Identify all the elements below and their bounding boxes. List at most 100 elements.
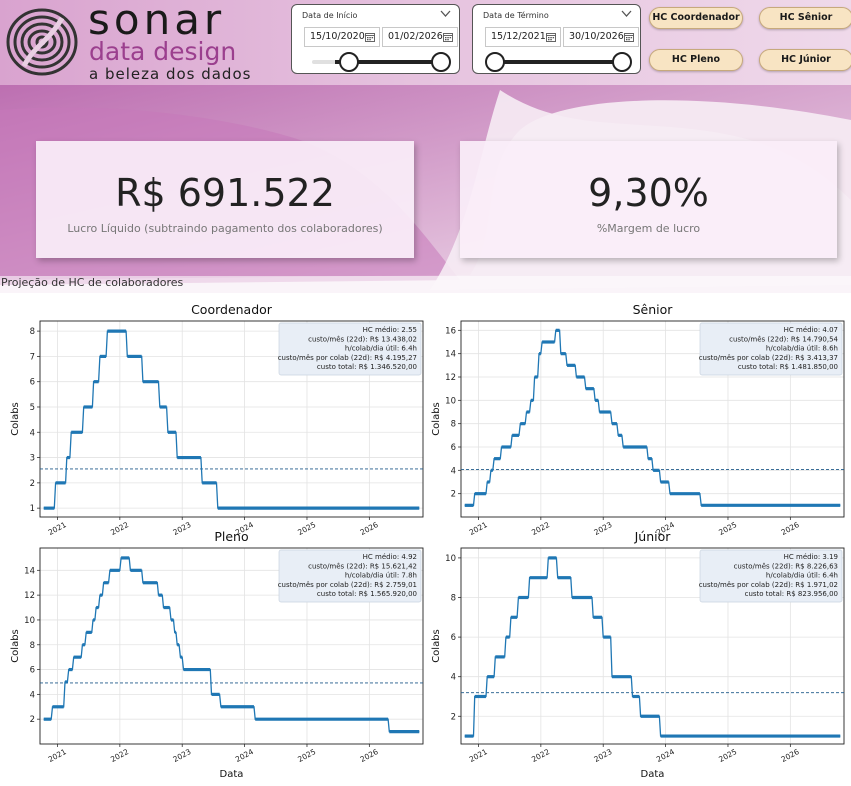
x-tick-label: 2023 — [171, 520, 192, 537]
y-tick-label: 6 — [30, 378, 35, 388]
stats-line: custo total: R$ 1.346.520,00 — [317, 363, 417, 371]
x-tick-label: 2021 — [468, 520, 489, 537]
stats-box — [699, 322, 843, 376]
plot-frame — [39, 547, 424, 745]
chart-title: Sênior — [633, 302, 674, 317]
logo-mark-icon — [6, 8, 78, 76]
date-range-slider-track[interactable] — [312, 60, 441, 64]
end-date-to-input[interactable]: 30/10/2026 — [563, 27, 639, 47]
y-tick-label: 16 — [445, 326, 456, 336]
x-tick-label: 2022 — [530, 747, 551, 764]
stats-line: custo total: R$ 1.481.850,00 — [738, 363, 838, 371]
stats-line: custo/mês (22d): R$ 8.226,63 — [734, 562, 838, 570]
x-tick-label: 2026 — [780, 520, 801, 537]
logo-brand-text: sonar — [88, 0, 226, 44]
stats-line: h/colab/dia útil: 7.8h — [345, 572, 417, 580]
chevron-down-icon[interactable] — [440, 10, 451, 18]
x-axis-label: Data — [220, 769, 244, 780]
calendar-icon[interactable] — [443, 32, 453, 42]
stats-line: HC médio: 3.19 — [784, 553, 838, 561]
start-date-to-input[interactable]: 01/02/2026 — [382, 27, 458, 47]
stats-line: custo/mês (22d): R$ 15.621,42 — [308, 562, 417, 570]
end-date-from-input[interactable]: 15/12/2021 — [485, 27, 561, 47]
x-tick-label: 2026 — [780, 747, 801, 764]
x-tick-label: 2023 — [592, 520, 613, 537]
kpi-label: Lucro Líquido (subtraindo pagamento dos … — [67, 222, 383, 235]
x-tick-label: 2023 — [592, 747, 613, 764]
start-date-from-input[interactable]: 15/10/2020 — [304, 27, 380, 47]
stats-line: custo/mês (22d): R$ 13.438,02 — [308, 335, 417, 343]
y-tick-label: 8 — [30, 641, 35, 651]
x-tick-label: 2026 — [359, 520, 380, 537]
x-tick-label: 2022 — [530, 520, 551, 537]
y-axis-label: Colabs — [431, 402, 442, 436]
chart-title: Pleno — [214, 529, 248, 544]
y-tick-label: 12 — [445, 373, 456, 383]
y-axis-label: Colabs — [10, 402, 21, 436]
date-value: 15/12/2021 — [491, 31, 546, 42]
calendar-icon[interactable] — [365, 32, 375, 42]
x-tick-label: 2025 — [296, 747, 317, 764]
y-axis-label: Colabs — [431, 629, 442, 663]
slider-start-handle[interactable] — [339, 52, 359, 72]
date-value: 01/02/2026 — [388, 31, 443, 42]
x-tick-label: 2022 — [109, 520, 130, 537]
x-tick-label: 2021 — [47, 520, 68, 537]
kpi-card-lucro: R$ 691.522 Lucro Líquido (subtraindo pag… — [36, 141, 414, 258]
series-line — [464, 329, 841, 506]
x-tick-label: 2026 — [359, 747, 380, 764]
slider-end-handle[interactable] — [612, 52, 632, 72]
stats-line: custo/mês por colab (22d): R$ 1.971,02 — [699, 581, 838, 589]
section-title: Projeção de HC de colaboradores — [1, 276, 184, 289]
y-tick-label: 8 — [451, 420, 456, 430]
y-axis-label: Colabs — [10, 629, 21, 663]
y-tick-label: 8 — [451, 593, 456, 603]
y-tick-label: 2 — [451, 490, 456, 500]
y-tick-label: 2 — [30, 715, 35, 725]
kpi-card-margem: 9,30% %Margem de lucro — [460, 141, 837, 258]
stats-line: HC médio: 4.07 — [784, 326, 838, 334]
x-tick-label: 2021 — [47, 747, 68, 764]
y-tick-label: 4 — [451, 466, 456, 476]
x-tick-label: 2025 — [717, 747, 738, 764]
y-tick-label: 4 — [30, 428, 35, 438]
slicer-title: Data de Término — [483, 11, 549, 20]
hc-coordenador-button[interactable]: HC Coordenador — [649, 7, 743, 29]
chevron-down-icon[interactable] — [621, 10, 632, 18]
date-range-slider-track[interactable] — [493, 60, 622, 64]
y-tick-label: 6 — [451, 443, 456, 453]
y-tick-label: 5 — [30, 403, 35, 413]
chart-title: Júnior — [634, 529, 672, 544]
x-tick-label: 2025 — [296, 520, 317, 537]
y-tick-label: 8 — [30, 327, 35, 337]
date-value: 30/10/2026 — [569, 31, 624, 42]
stats-line: custo total: R$ 1.565.920,00 — [317, 590, 417, 598]
slider-start-handle[interactable] — [485, 52, 505, 72]
hc-charts-grid: Coordenador 1 2 3 4 5 6 7 8 2021 2022 2023 2024 2025 2… — [0, 293, 851, 786]
y-tick-label: 3 — [30, 454, 35, 464]
stats-box — [699, 549, 843, 603]
calendar-icon[interactable] — [624, 32, 634, 42]
stats-line: custo/mês (22d): R$ 14.790,54 — [729, 335, 838, 343]
logo-tagline-text: a beleza dos dados — [89, 65, 252, 83]
y-tick-label: 12 — [24, 591, 35, 601]
y-tick-label: 4 — [451, 673, 456, 683]
slider-end-handle[interactable] — [431, 52, 451, 72]
y-tick-label: 14 — [24, 566, 35, 576]
hc-senior-button[interactable]: HC Sênior — [759, 7, 851, 29]
end-date-slicer: Data de Término 15/12/2021 30/10/2026 — [472, 4, 641, 74]
date-value: 15/10/2020 — [310, 31, 365, 42]
y-tick-label: 10 — [445, 396, 456, 406]
stats-line: custo/mês por colab (22d): R$ 2.759,01 — [278, 581, 417, 589]
stats-line: custo/mês por colab (22d): R$ 3.413,37 — [699, 354, 838, 362]
x-tick-label: 2024 — [655, 747, 676, 764]
stats-box — [278, 549, 422, 603]
hc-pleno-button[interactable]: HC Pleno — [649, 49, 743, 71]
plot-frame — [39, 320, 424, 518]
x-tick-label: 2025 — [717, 520, 738, 537]
calendar-icon[interactable] — [546, 32, 556, 42]
y-tick-label: 4 — [30, 690, 35, 700]
hc-junior-button[interactable]: HC Júnior — [759, 49, 851, 71]
stats-line: HC médio: 2.55 — [363, 326, 417, 334]
